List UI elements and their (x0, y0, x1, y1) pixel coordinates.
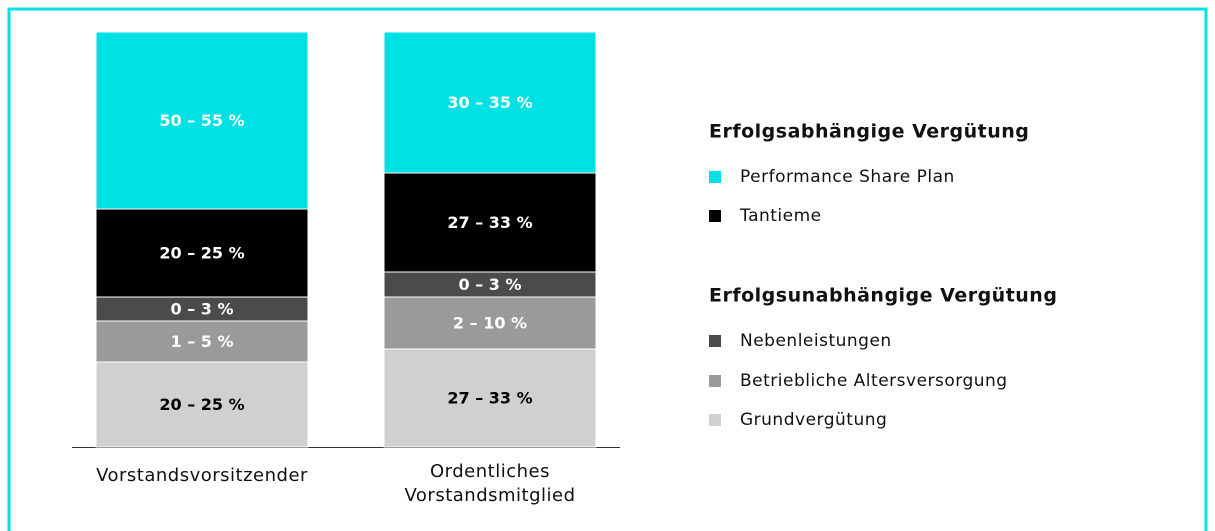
legend-title: Erfolgsunabhängige Vergütung (709, 285, 1057, 307)
segment-label: 0 – 3 % (458, 275, 521, 294)
legend-swatch (709, 375, 721, 387)
segment-label: 27 – 33 % (447, 213, 532, 232)
segment-label: 20 – 25 % (159, 395, 244, 414)
segment-label: 50 – 55 % (159, 111, 244, 130)
legend-title: Erfolgsabhängige Vergütung (709, 121, 1029, 143)
legend-item: Nebenleistungen (740, 331, 892, 351)
legend-swatch (709, 171, 721, 183)
legend-item: Betriebliche Altersversorgung (740, 371, 1008, 391)
bar-segment (383, 348, 597, 448)
legend-swatch (709, 335, 721, 347)
category-label: Vorstandsvorsitzender (96, 465, 308, 486)
bar-segment (95, 208, 309, 298)
legend-swatch (709, 414, 721, 426)
segment-label: 1 – 5 % (170, 332, 233, 351)
segment-label: 27 – 33 % (447, 389, 532, 408)
bar-segment (95, 361, 309, 448)
segment-label: 2 – 10 % (453, 314, 527, 333)
segment-label: 20 – 25 % (159, 244, 244, 263)
bar-segment (95, 320, 309, 363)
segment-label: 0 – 3 % (170, 300, 233, 319)
legend-item: Performance Share Plan (740, 167, 955, 187)
bar-segment (95, 296, 309, 322)
bar-segment (95, 31, 309, 210)
legend-swatch (709, 210, 721, 222)
category-label: Vorstandsmitglied (404, 485, 575, 506)
frame (7, 7, 1208, 531)
legend-item: Tantieme (739, 206, 822, 226)
bar-segment (383, 172, 597, 273)
bar-segment (383, 31, 597, 174)
category-label: Ordentliches (430, 461, 550, 482)
legend-item: Grundvergütung (740, 410, 887, 430)
segment-label: 30 – 35 % (447, 93, 532, 112)
